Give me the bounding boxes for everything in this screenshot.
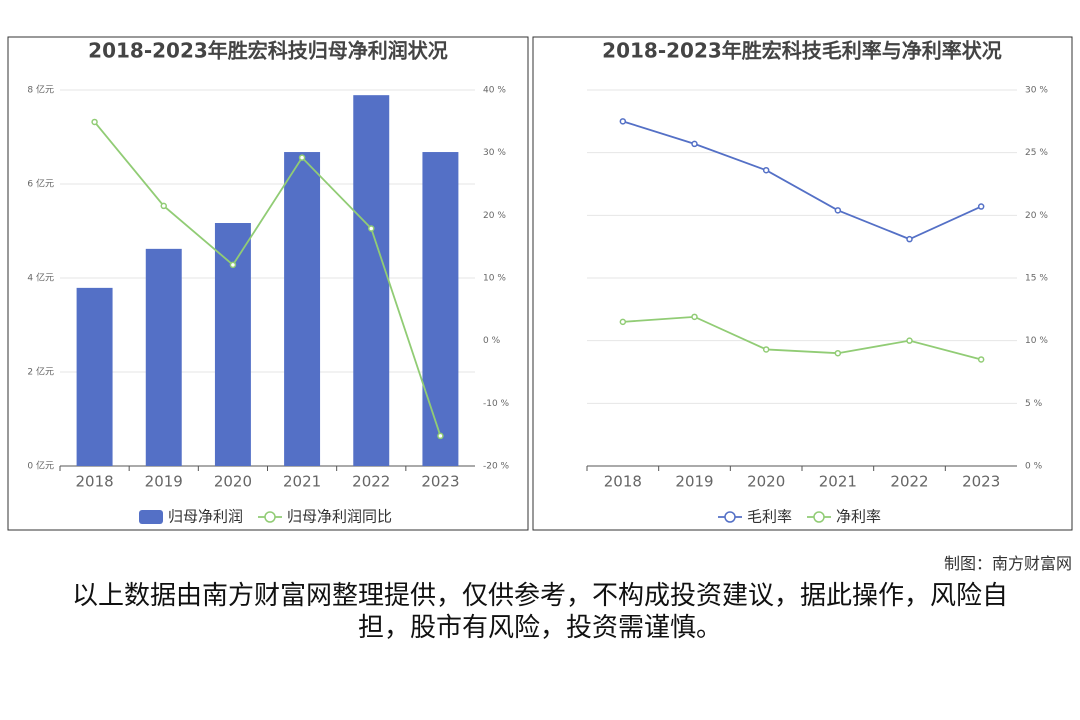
chart-title: 2018-2023年胜宏科技归母净利润状况 — [88, 39, 448, 63]
point — [437, 432, 444, 440]
x-tick-label: 2019 — [675, 473, 713, 491]
legend-swatch — [264, 511, 276, 523]
point — [368, 225, 375, 232]
point — [619, 318, 627, 326]
point — [691, 313, 698, 321]
y-tick-label: 5 % — [1025, 399, 1043, 409]
line — [622, 120, 982, 241]
point — [906, 235, 913, 243]
point — [977, 356, 985, 363]
y2-tick-label: -20 % — [483, 462, 510, 472]
legend-label: 净利率 — [836, 508, 881, 526]
bar — [145, 248, 182, 466]
line — [622, 315, 982, 361]
x-tick-label: 2018 — [604, 473, 642, 491]
point — [298, 154, 306, 161]
point — [834, 349, 842, 357]
point — [691, 140, 698, 148]
disclaimer: 以上数据由南方财富网整理提供，仅供参考，不构成投资建议，据此操作，风险自担，股市… — [71, 581, 1008, 643]
legend-swatch — [724, 511, 736, 523]
bar — [422, 152, 459, 467]
x-tick-label: 2023 — [421, 473, 459, 491]
y2-tick-label: 20 % — [483, 211, 506, 221]
y-tick-label: 10 % — [1025, 336, 1048, 346]
point — [762, 166, 770, 174]
legend-label: 归母净利润 — [168, 508, 243, 526]
bar — [214, 223, 251, 466]
y-tick-label: 30 % — [1025, 86, 1048, 96]
point — [91, 118, 98, 126]
x-tick-label: 2022 — [890, 473, 928, 491]
x-tick-label: 2021 — [283, 473, 321, 491]
point — [619, 118, 627, 125]
point — [906, 337, 913, 344]
legend-label: 归母净利润同比 — [287, 508, 392, 526]
x-tick-label: 2018 — [75, 473, 113, 491]
chart-title: 2018-2023年胜宏科技毛利率与净利率状况 — [602, 39, 1002, 63]
x-tick-label: 2021 — [819, 473, 857, 491]
panel-frame — [532, 36, 1073, 531]
y-tick-label: 6 亿元 — [27, 178, 54, 190]
legend-swatch — [813, 511, 825, 523]
x-tick-label: 2023 — [962, 473, 1000, 491]
y-tick-label: 4 亿元 — [27, 272, 54, 284]
bar — [76, 287, 113, 466]
y-tick-label: 20 % — [1025, 211, 1048, 221]
legend-swatch — [139, 510, 163, 524]
y-tick-label: 25 % — [1025, 148, 1048, 158]
bar — [284, 152, 321, 467]
y-tick-label: 2 亿元 — [27, 366, 54, 378]
y2-tick-label: -10 % — [483, 399, 510, 409]
y2-tick-label: 30 % — [483, 148, 506, 158]
y2-tick-label: 0 % — [483, 336, 501, 346]
x-tick-label: 2020 — [214, 473, 252, 491]
credit: 制图：南方财富网 — [943, 554, 1072, 573]
y2-tick-label: 40 % — [483, 86, 506, 96]
x-tick-label: 2020 — [747, 473, 785, 491]
y-tick-label: 8 亿元 — [27, 84, 54, 96]
point — [160, 202, 167, 210]
y-tick-label: 0 % — [1025, 462, 1043, 472]
point — [834, 207, 842, 214]
legend-label: 毛利率 — [747, 508, 792, 526]
y-tick-label: 15 % — [1025, 274, 1048, 284]
panel-frame — [7, 36, 529, 531]
y-tick-label: 0 亿元 — [27, 460, 54, 472]
point — [762, 346, 770, 353]
point — [977, 203, 985, 210]
x-tick-label: 2022 — [352, 473, 390, 491]
line — [93, 121, 442, 437]
bar — [353, 95, 390, 467]
y2-tick-label: 10 % — [483, 274, 506, 284]
point — [229, 261, 237, 269]
x-tick-label: 2019 — [145, 473, 183, 491]
charts: 2018-2023年胜宏科技归母净利润状况 0 亿元 2 亿元 4 亿元 6 亿元 8 亿… — [7, 36, 1073, 531]
